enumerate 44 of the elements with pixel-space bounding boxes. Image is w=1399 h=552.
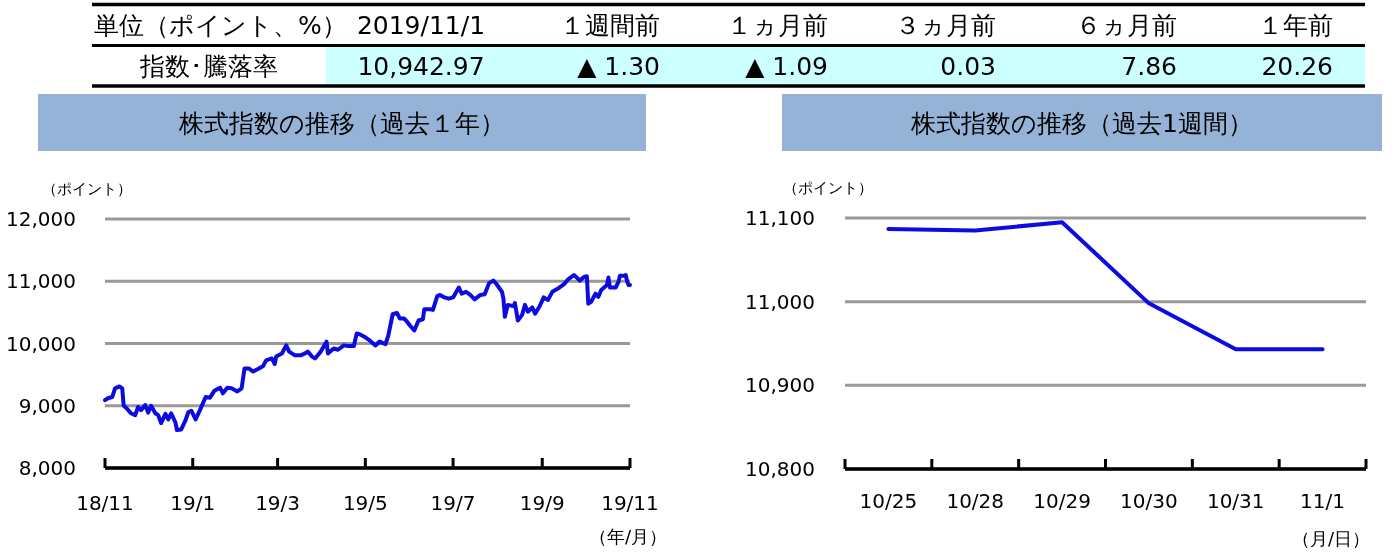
x-tick-label: 19/11: [601, 491, 659, 515]
x-tick-label: 10/28: [946, 489, 1005, 513]
x-tick-label: 18/11: [76, 491, 134, 515]
x-axis-title: （月/日）: [1291, 527, 1370, 549]
y-tick-label: 10,900: [745, 373, 815, 398]
line-series: [886, 220, 1325, 352]
x-tick-label: 10/29: [1033, 489, 1091, 513]
y-axis-title: （ポイント）: [42, 180, 132, 198]
y-axis-title: （ポイント）: [783, 179, 873, 197]
chart-title: 株式指数の推移（過去1週間）: [910, 108, 1253, 137]
x-tick-label: 19/3: [255, 491, 301, 515]
text: 指数･騰落率: [139, 51, 278, 81]
y-tick-label: 11,000: [745, 289, 815, 314]
y-tick-label: 10,000: [6, 331, 76, 356]
x-tick-label: 11/1: [1300, 489, 1346, 513]
text: ▲ 1.09: [745, 51, 828, 81]
category-label: 2019/11/1: [356, 10, 486, 40]
x-axis-title: （年/月）: [588, 525, 667, 547]
text: ▲ 1.30: [577, 51, 660, 81]
x-tick-label: 10/30: [1120, 489, 1178, 513]
text: 0.03: [940, 51, 996, 81]
text: 10,942.97: [357, 51, 485, 81]
x-tick-label: 19/9: [519, 491, 565, 515]
category-label: １週間前: [560, 10, 660, 40]
y-tick-label: 12,000: [6, 207, 76, 231]
category-label: ３ヵ月前: [895, 10, 996, 40]
x-tick-label: 19/5: [342, 491, 388, 515]
category-label: １ヵ月前: [727, 10, 828, 40]
x-tick-label: 19/7: [430, 491, 476, 515]
x-tick-label: 10/31: [1206, 489, 1265, 513]
x-tick-label: 19/1: [170, 491, 216, 515]
text: 20.26: [1261, 51, 1333, 81]
category-label: １年前: [1258, 10, 1333, 40]
y-tick-label: 8,000: [18, 456, 76, 480]
text: 7.86: [1121, 51, 1177, 81]
y-tick-label: 11,100: [745, 206, 815, 230]
y-tick-label: 11,000: [6, 269, 76, 294]
y-tick-label: 9,000: [18, 393, 76, 418]
text: 単位（ポイント、%）: [94, 10, 347, 40]
y-tick-label: 10,800: [745, 457, 815, 481]
category-label: ６ヵ月前: [1076, 10, 1177, 40]
x-tick-label: 10/25: [859, 489, 918, 513]
line-series: [103, 273, 632, 433]
chart-title: 株式指数の推移（過去１年）: [178, 108, 505, 137]
